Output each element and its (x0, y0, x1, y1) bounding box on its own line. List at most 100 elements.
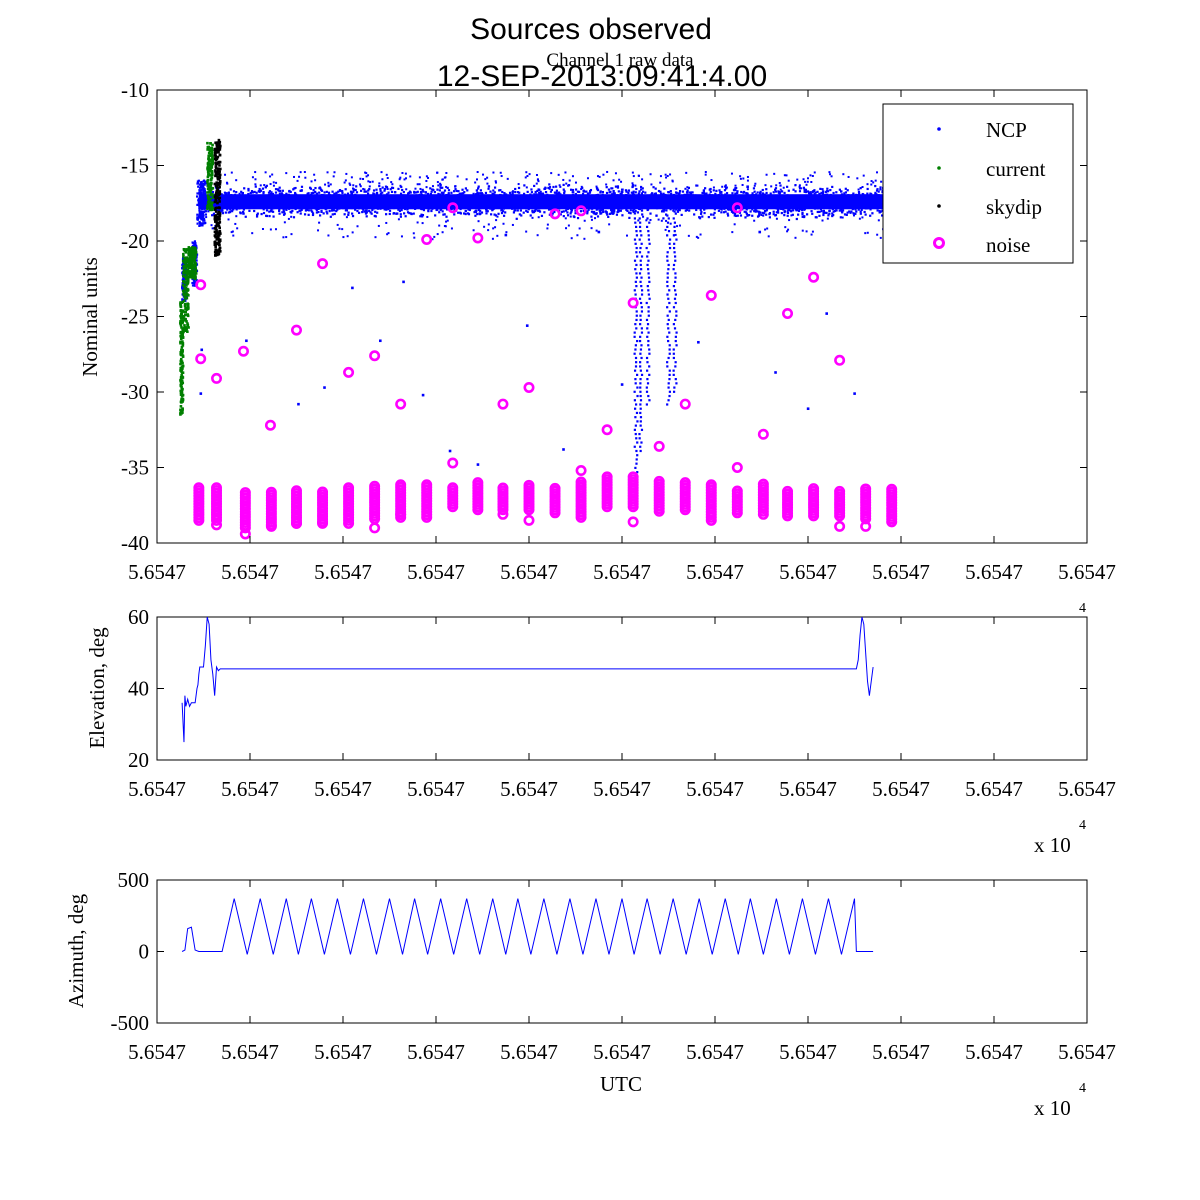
ncp-point (300, 208, 303, 211)
current-point (206, 165, 210, 169)
ncp-point (433, 235, 436, 238)
ncp-point (822, 213, 825, 217)
ncp-point (675, 208, 678, 211)
ncp-point (281, 211, 284, 214)
ncp-point (631, 171, 634, 174)
current-point (187, 253, 191, 257)
ncp-point (724, 185, 727, 188)
current-point (209, 158, 213, 162)
ncp-point (695, 208, 698, 212)
ncp-point (848, 210, 851, 213)
current-series (179, 141, 215, 416)
ncp-point (675, 314, 678, 317)
current-point (180, 379, 184, 382)
current-point (194, 275, 197, 279)
ncp-point (676, 225, 679, 228)
ncp-point (605, 211, 608, 215)
ncp-point (558, 191, 561, 195)
ncp-point (350, 192, 354, 195)
ncp-point (635, 284, 638, 288)
ncp-point (787, 189, 790, 192)
ncp-point (512, 211, 516, 214)
ncp-point (665, 209, 668, 212)
ncp-point (829, 173, 832, 176)
ncp-point (733, 212, 736, 215)
ncp-point (617, 190, 620, 193)
ncp-point (254, 171, 257, 174)
ncp-point (870, 193, 873, 196)
ncp-point (493, 191, 496, 194)
ncp-point (308, 186, 312, 189)
ncp-point (410, 212, 413, 216)
ncp-point (392, 212, 396, 215)
ncp-point (354, 188, 357, 192)
ncp-point (232, 190, 236, 193)
ncp-point (399, 192, 403, 195)
ncp-point (488, 185, 491, 188)
ncp-point (756, 191, 759, 194)
ncp-point (361, 210, 364, 214)
current-point (183, 310, 187, 314)
ncp-point (659, 175, 662, 178)
noise-point (195, 353, 207, 365)
ncp-point (511, 190, 514, 194)
ncp-point (776, 208, 780, 211)
skydip-point (214, 173, 218, 177)
ncp-point (198, 214, 201, 217)
ncp-point (856, 177, 859, 180)
ncp-point (599, 191, 602, 194)
ncp-point (397, 187, 400, 190)
ncp-point (641, 187, 644, 190)
ncp-point (534, 190, 537, 194)
ncp-point (810, 192, 813, 196)
ncp-point (824, 211, 827, 214)
ncp-point (200, 184, 203, 187)
ncp-point (242, 210, 245, 214)
ncp-point (567, 224, 570, 227)
current-point (180, 373, 183, 377)
noise-point (653, 475, 665, 487)
ncp-point (429, 187, 432, 190)
skydip-point (216, 196, 219, 200)
ncp-point (445, 185, 448, 188)
ncp-point (792, 209, 795, 212)
ncp-point (734, 192, 737, 195)
ncp-point (659, 190, 662, 193)
ncp-point (597, 230, 601, 234)
ncp-point (634, 323, 637, 326)
skydip-point (215, 249, 219, 253)
ncp-point (235, 190, 238, 194)
ncp-point (400, 235, 403, 238)
ncp-point (202, 219, 205, 222)
ncp-point (574, 193, 578, 196)
ncp-point (601, 190, 605, 194)
skydip-point (218, 218, 221, 221)
ncp-point (427, 176, 430, 179)
ncp-point (499, 171, 502, 174)
ncp-point (365, 175, 368, 178)
ncp-point (647, 272, 650, 275)
ncp-point (562, 215, 565, 218)
ncp-point (530, 191, 534, 194)
ncp-point (336, 208, 339, 211)
ncp-point (634, 407, 637, 410)
current-point (181, 371, 185, 374)
ncp-point (668, 352, 671, 355)
ncp-point (736, 190, 739, 193)
ncp-point (639, 449, 642, 453)
xtick-label: 5.6547 (686, 560, 744, 584)
noise-point (653, 440, 665, 452)
ncp-point (831, 212, 834, 215)
ncp-point (264, 186, 267, 189)
ncp-point (502, 222, 505, 225)
ncp-point (635, 251, 638, 254)
ncp-point (832, 191, 835, 195)
ncp-point (560, 210, 564, 213)
ncp-point (765, 191, 768, 195)
ncp-point (803, 215, 806, 218)
ncp-point (379, 187, 382, 191)
ncp-point (502, 210, 505, 213)
noise-point (757, 428, 769, 440)
ncp-point (476, 213, 479, 216)
skydip-point (218, 170, 221, 173)
